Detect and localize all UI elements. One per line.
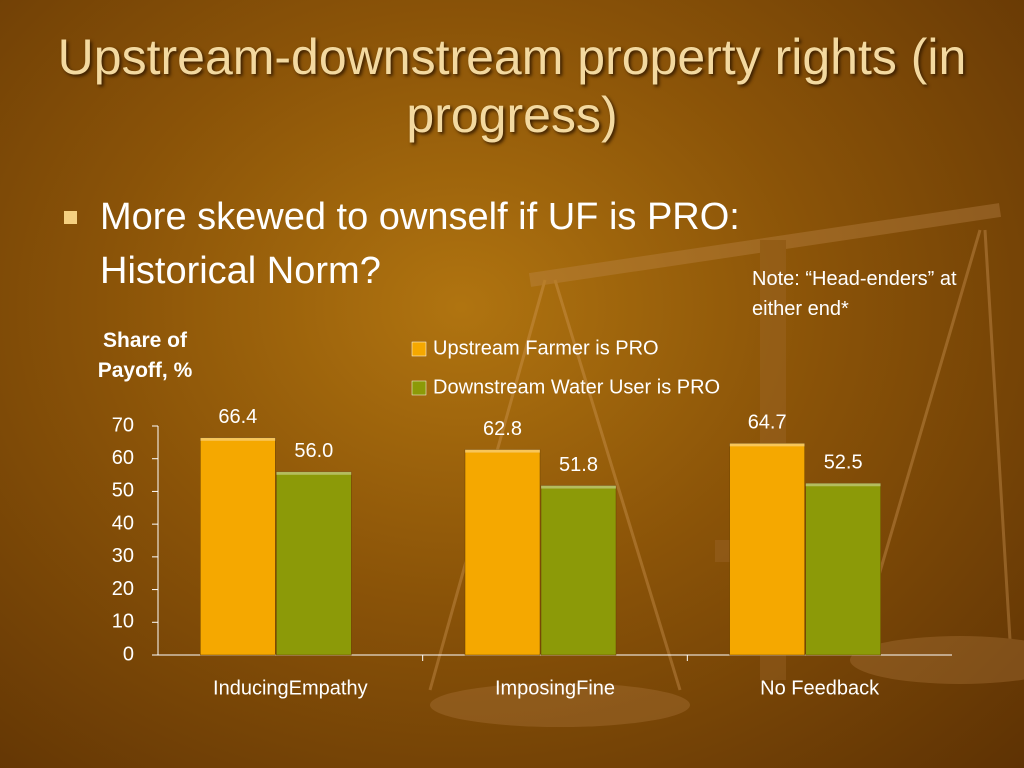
bar-top [465,449,540,453]
bar-top [200,437,276,441]
bar [540,485,617,656]
y-tick-label: 50 [112,480,134,502]
value-label: 66.4 [218,406,257,428]
x-tick-label: InducingEmpathy [213,677,368,699]
x-tick-label: ImposingFine [495,677,615,699]
y-axis-label: Share of Payoff, % [97,329,193,382]
value-label: 56.0 [294,440,333,462]
value-label: 51.8 [559,454,598,476]
legend-label: Downstream Water User is PRO [433,376,720,398]
value-label: 64.7 [748,412,787,434]
bar-top [541,485,616,489]
bar [276,471,352,656]
y-tick-label: 70 [112,414,134,436]
bar-top [729,443,805,447]
bar [729,443,805,656]
slide-title: Upstream-downstream property rights (in … [57,29,967,143]
bar-top [805,483,881,487]
value-label: 62.8 [483,418,522,440]
note: Note: “Head-enders” at either end* [752,268,957,320]
bar [464,449,541,656]
y-tick-label: 30 [112,545,134,567]
bar [200,437,276,656]
bar [805,483,881,656]
bar-top [276,471,352,475]
y-tick-label: 10 [112,611,134,633]
bullet-marker [64,211,77,224]
legend-swatch [411,341,427,357]
y-tick-label: 40 [112,512,134,534]
y-tick-label: 0 [123,643,134,665]
y-tick-label: 20 [112,578,134,600]
x-tick-label: No Feedback [760,677,880,699]
value-label: 52.5 [824,452,863,474]
legend-label: Upstream Farmer is PRO [433,337,659,359]
legend-swatch [411,380,427,396]
y-tick-label: 60 [112,447,134,469]
bullet-text: More skewed to ownself if UF is PRO: His… [100,196,740,292]
